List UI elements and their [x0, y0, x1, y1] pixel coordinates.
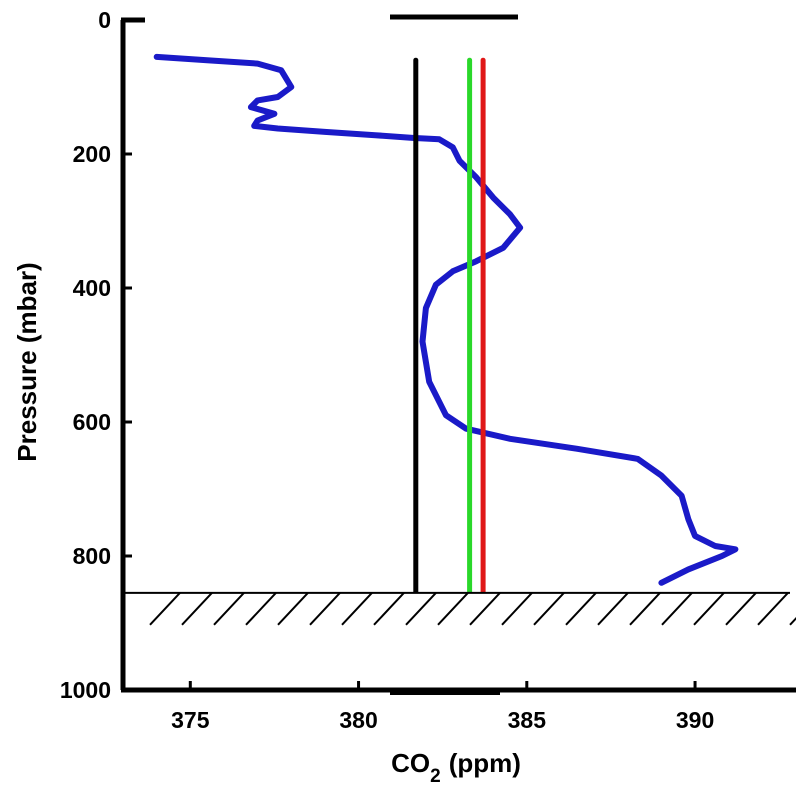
y-tick-label: 1000: [60, 677, 111, 703]
hatch-line: [501, 592, 533, 626]
ground-mask: [119, 592, 796, 687]
hatch-line: [277, 592, 309, 626]
hatch-line: [245, 592, 277, 626]
y-tick-label: 600: [73, 409, 111, 435]
series-line-0: [153, 53, 739, 586]
x-tick-label: 390: [676, 707, 714, 733]
hatch-line: [629, 592, 661, 626]
x-axis-label-main: CO: [391, 748, 430, 778]
hatch-line: [693, 592, 725, 626]
hatch-line: [533, 592, 565, 626]
x-tick-label: 385: [508, 707, 547, 733]
y-tick-label: 800: [73, 543, 111, 569]
hatch-line: [661, 592, 693, 626]
x-axis-label: CO2 (ppm): [391, 748, 521, 787]
hatch-line: [309, 592, 341, 626]
hatch-line: [373, 592, 405, 626]
y-tick-label: 0: [98, 7, 111, 33]
axes: 0 200 400 600 800 1000 375 380 385 390: [60, 7, 796, 733]
axis-labels: Pressure (mbar) CO2 (ppm): [12, 262, 521, 787]
hatch-line: [757, 592, 789, 626]
hatch-line: [213, 592, 245, 626]
hatch-line: [725, 592, 757, 626]
hatch-line: [789, 616, 796, 626]
hatch-line: [341, 592, 373, 626]
hatch-line: [469, 592, 501, 626]
hatch-line: [597, 592, 629, 626]
hatch-line: [437, 592, 469, 626]
hatch-line: [405, 592, 437, 626]
ground-hatching: [119, 591, 796, 687]
x-axis-label-subscript: 2: [430, 766, 441, 787]
plot-area: [153, 53, 739, 596]
x-tick-label: 380: [339, 707, 377, 733]
hatch-line: [181, 592, 213, 626]
x-axis-label-unit: (ppm): [449, 748, 521, 778]
x-tick-label: 375: [171, 707, 210, 733]
y-tick-label: 200: [73, 141, 111, 167]
hatch-line: [149, 592, 181, 626]
hatch-line: [565, 592, 597, 626]
y-tick-label: 400: [73, 275, 111, 301]
y-axis-label: Pressure (mbar): [12, 262, 42, 461]
